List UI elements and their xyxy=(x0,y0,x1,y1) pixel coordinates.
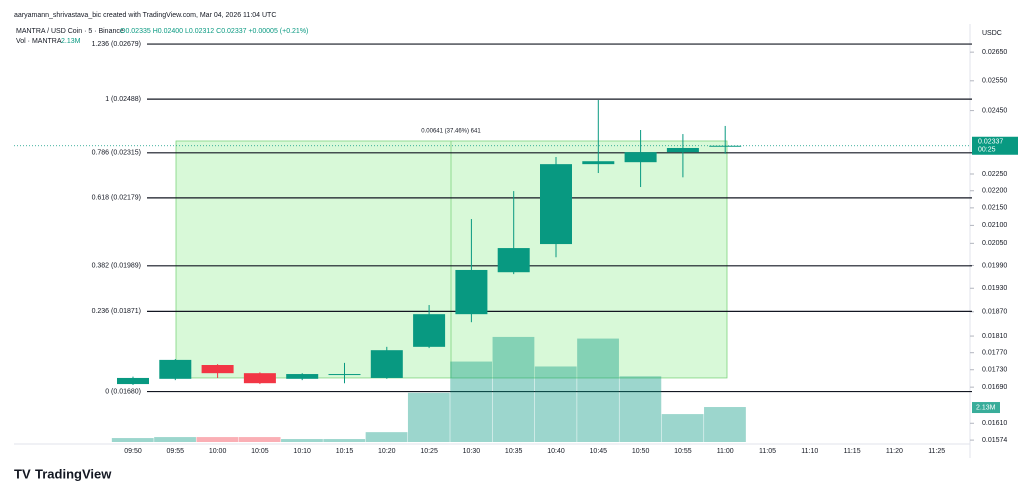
volume-bar xyxy=(704,407,746,442)
y-tick-label: 0.01690 xyxy=(982,384,1007,391)
y-tick-label: 0.02150 xyxy=(982,205,1007,212)
candle-body xyxy=(666,147,699,153)
fib-label: 0.236 (0.01871) xyxy=(92,308,141,315)
x-tick-label: 10:15 xyxy=(336,448,354,455)
volume-bar xyxy=(661,414,704,442)
x-tick-label: 10:10 xyxy=(293,448,311,455)
candle-body xyxy=(540,164,572,245)
currency: USDC xyxy=(982,30,1002,37)
volume-bar xyxy=(450,361,493,442)
volume-legend-value: 2.13M xyxy=(61,38,81,45)
y-tick-label: 0.02450 xyxy=(982,107,1007,114)
y-tick-label: 0.01574 xyxy=(982,437,1007,444)
x-tick-label: 10:50 xyxy=(632,448,650,455)
x-tick-label: 09:50 xyxy=(124,448,142,455)
x-tick-label: 11:20 xyxy=(886,448,903,455)
x-tick-label: 10:55 xyxy=(674,448,692,455)
x-tick-label: 10:00 xyxy=(209,448,227,455)
x-tick-label: 11:05 xyxy=(759,448,776,455)
volume-bar xyxy=(238,437,281,442)
y-tick-label: 0.02200 xyxy=(982,188,1007,195)
y-tick-label: 0.02250 xyxy=(982,171,1007,178)
x-tick-label: 10:40 xyxy=(547,448,565,455)
countdown: 00:25 xyxy=(978,147,996,154)
candle-body xyxy=(582,161,615,165)
candle-body xyxy=(413,314,446,347)
x-tick-label: 11:10 xyxy=(801,448,818,455)
candle-body xyxy=(709,145,742,147)
volume-bar xyxy=(281,439,323,442)
y-tick-label: 0.01930 xyxy=(982,285,1007,292)
fib-label: 1.236 (0.02679) xyxy=(92,41,141,48)
candle-body xyxy=(624,152,657,163)
x-tick-label: 11:00 xyxy=(717,448,734,455)
logo-mark: TV xyxy=(14,466,31,481)
fib-label: 0.382 (0.01989) xyxy=(92,263,141,270)
volume-box-label: 2.13M xyxy=(976,404,996,411)
y-tick-label: 0.02050 xyxy=(982,240,1007,247)
volume-bar xyxy=(111,438,154,442)
fib-label: 0.618 (0.02179) xyxy=(92,195,141,202)
y-tick-label: 0.01810 xyxy=(982,333,1007,340)
volume-bar xyxy=(492,336,535,442)
y-tick-label: 0.02550 xyxy=(982,78,1007,85)
x-tick-label: 11:25 xyxy=(928,448,945,455)
y-tick-label: 0.01730 xyxy=(982,367,1007,374)
volume-bar xyxy=(365,432,408,442)
candle-body xyxy=(497,248,530,273)
y-tick-label: 0.01870 xyxy=(982,309,1007,316)
volume-bar xyxy=(323,439,366,442)
x-tick-label: 10:30 xyxy=(463,448,481,455)
candle-body xyxy=(455,269,488,315)
measure-label: 0.00641 (37.46%) 641 xyxy=(421,129,481,135)
price-label: 0.02337 xyxy=(978,139,1003,146)
fib-label: 0.786 (0.02315) xyxy=(92,150,141,157)
measure-area xyxy=(175,140,728,379)
volume-bar xyxy=(534,366,577,442)
brand: TradingView xyxy=(35,466,112,481)
symbol: MANTRA / USD Coin · 5 · Binance xyxy=(16,28,124,35)
x-tick-label: 10:05 xyxy=(251,448,269,455)
x-tick-label: 10:35 xyxy=(505,448,523,455)
candle-body xyxy=(159,359,192,379)
candle-body xyxy=(286,374,319,379)
y-tick-label: 0.02100 xyxy=(982,222,1007,229)
attribution: aaryamann_shrivastava_bic created with T… xyxy=(14,12,276,19)
y-tick-label: 0.01770 xyxy=(982,350,1007,357)
ohlc-legend: O0.02335 H0.02400 L0.02312 C0.02337 +0.0… xyxy=(120,28,308,35)
volume-bar xyxy=(196,437,239,442)
logo: TV TradingView xyxy=(14,466,112,481)
x-tick-label: 10:20 xyxy=(378,448,396,455)
fib-label: 0 (0.01680) xyxy=(105,388,141,395)
fib-label: 1 (0.02488) xyxy=(105,96,141,103)
x-tick-label: 10:25 xyxy=(420,448,438,455)
volume-title: Vol · MANTRA xyxy=(16,38,62,45)
volume-bar xyxy=(154,437,196,442)
volume-bar xyxy=(577,338,619,442)
candle-body xyxy=(201,365,234,374)
y-tick-label: 0.01990 xyxy=(982,262,1007,269)
volume-box xyxy=(972,402,1000,414)
x-tick-label: 10:45 xyxy=(590,448,608,455)
candle-body xyxy=(243,373,276,384)
volume-bar xyxy=(407,392,450,442)
candle-body xyxy=(117,377,149,385)
y-tick-label: 0.02650 xyxy=(982,49,1007,56)
candle-body xyxy=(328,374,361,376)
volume-bar xyxy=(619,376,662,442)
price-box xyxy=(972,136,1018,155)
x-tick-label: 11:15 xyxy=(844,448,861,455)
y-tick-label: 0.01610 xyxy=(982,420,1007,427)
candle-body xyxy=(370,350,403,378)
x-tick-label: 09:55 xyxy=(167,448,185,455)
